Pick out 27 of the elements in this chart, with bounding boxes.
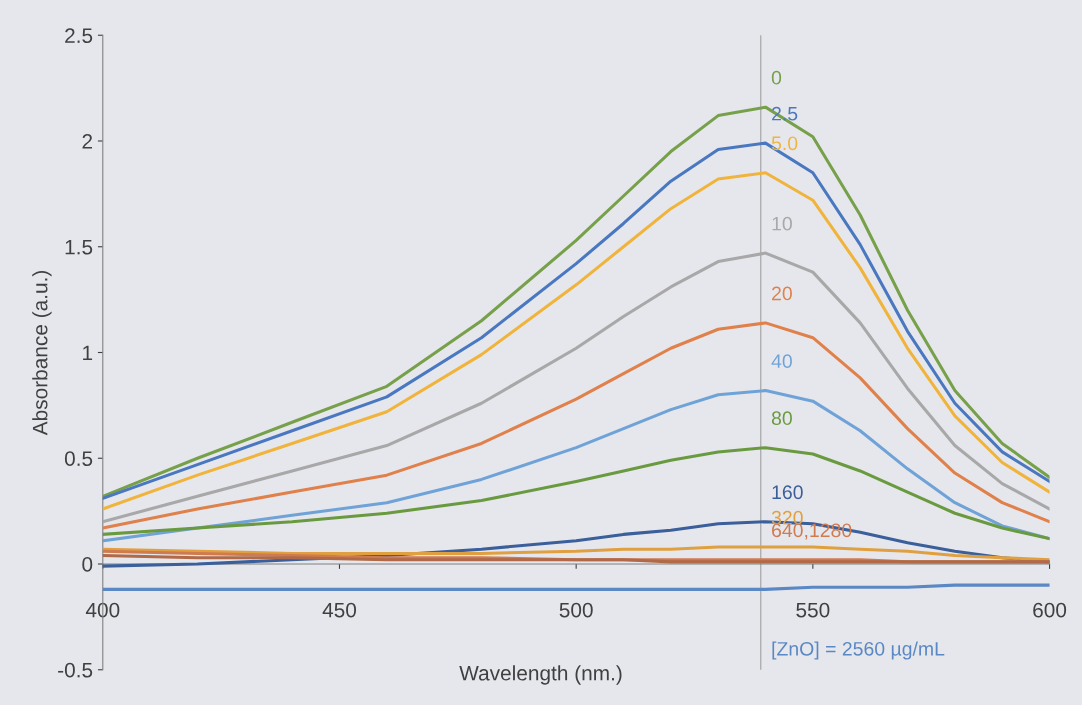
y-tick-label: 2 (82, 134, 93, 149)
series-label: 640,1280 (772, 523, 852, 540)
x-tick-label: 400 (85, 602, 120, 618)
series-label: 80 (771, 411, 792, 426)
series-label: 40 (771, 354, 792, 369)
line-series (102, 545, 1050, 562)
y-tick-label: 2.5 (65, 28, 93, 43)
series-label: 5.0 (771, 136, 798, 151)
series-label: 160 (772, 485, 803, 500)
x-tick-label: 600 (1033, 602, 1067, 618)
y-tick-label: 0 (82, 557, 93, 572)
text: [ZnO] = 2560 µg/mL (772, 641, 945, 660)
y-tick-label: -0.5 (58, 662, 93, 678)
y-axis-title: Absorbance (a.u.) (32, 270, 52, 436)
x-tick-label: 500 (559, 602, 593, 618)
series-label: 20 (772, 286, 792, 301)
y-tick-label: 1 (83, 345, 93, 361)
series-label: 0 (771, 70, 782, 85)
line-series (102, 554, 1050, 564)
x-tick-label: 450 (322, 602, 357, 618)
line-series (102, 389, 1050, 543)
line-series (102, 446, 1050, 541)
y-tick-label: 1.5 (65, 239, 93, 255)
y-tick-label: 0.5 (64, 451, 93, 466)
x-tick-label: 550 (796, 602, 830, 618)
x-axis-title: Wavelength (nm.) (459, 665, 622, 685)
series-label: 10 (772, 216, 792, 231)
